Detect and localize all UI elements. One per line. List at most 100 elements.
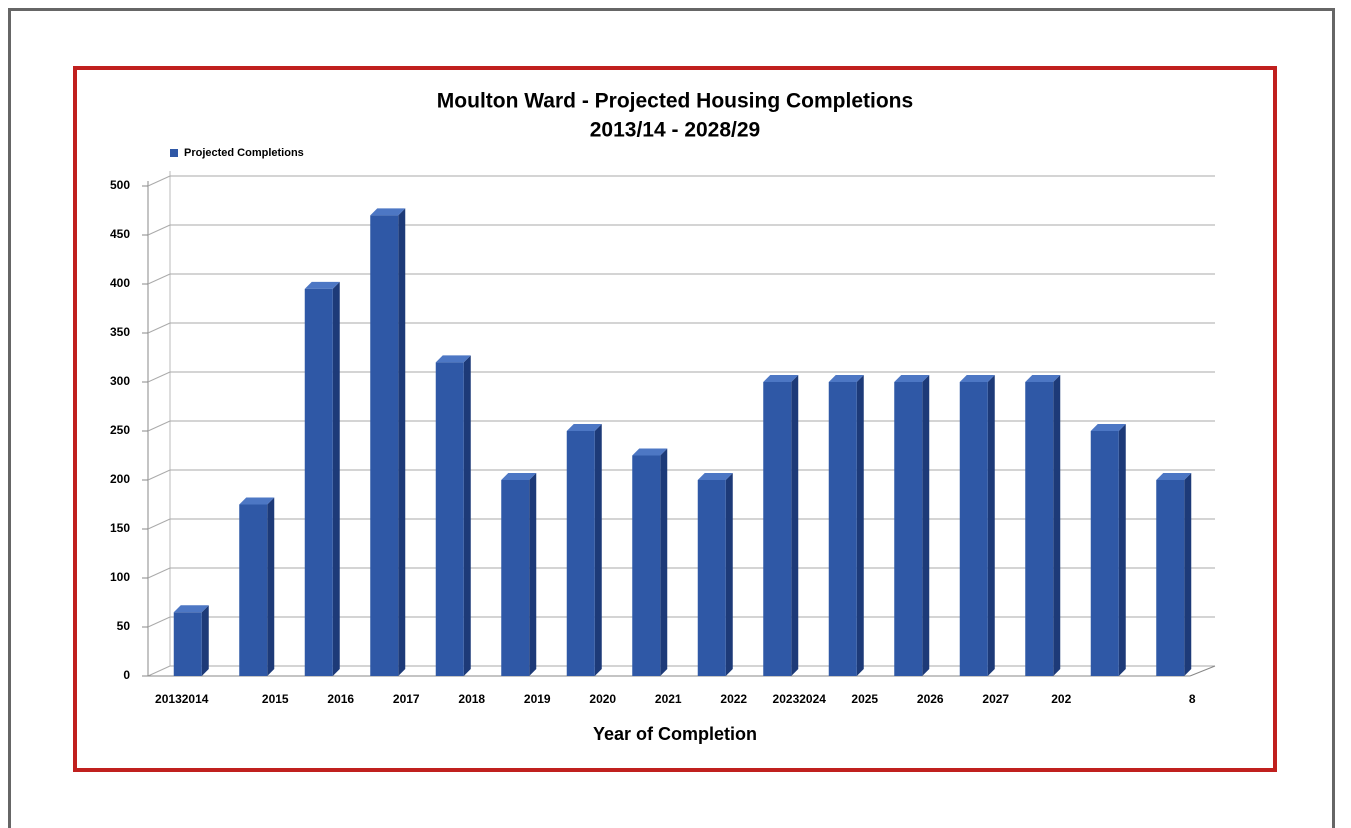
bar-top: [1090, 424, 1126, 431]
bar-side: [463, 355, 471, 676]
grid-line: [147, 224, 171, 236]
chart-subtitle: 2013/14 - 2028/29: [590, 119, 760, 142]
grid-line: [147, 469, 171, 481]
grid-line: [147, 420, 171, 432]
grid-line: [147, 322, 171, 334]
x-tick-label: 202: [1051, 692, 1071, 706]
y-tick-label: 450: [110, 227, 130, 241]
x-tick-label: 2017: [393, 692, 420, 706]
bar-top: [239, 497, 275, 505]
bar-side: [660, 448, 668, 676]
bar-front: [173, 612, 202, 676]
axis-line: [1189, 665, 1216, 677]
bar: [173, 605, 209, 676]
grid-line: [147, 665, 171, 677]
x-tick-label: 2022: [720, 692, 747, 706]
bar-side: [987, 375, 995, 676]
bar-side: [725, 473, 733, 676]
x-tick-label: 20232024: [773, 692, 827, 706]
bar: [370, 208, 406, 676]
y-tick-label: 50: [117, 619, 131, 633]
chart-title: Moulton Ward - Projected Housing Complet…: [437, 90, 913, 113]
bar-top: [1156, 473, 1192, 480]
bar-front: [239, 504, 268, 676]
bar-front: [501, 480, 530, 676]
x-axis-title: Year of Completion: [593, 724, 757, 744]
grid-line: [147, 371, 171, 383]
bar-top: [828, 375, 864, 382]
bar: [828, 375, 864, 676]
bar-front: [1025, 382, 1054, 676]
x-tick-label: 2016: [327, 692, 354, 706]
legend-swatch: [170, 149, 178, 157]
bar-front: [632, 455, 661, 676]
y-tick-label: 300: [110, 374, 130, 388]
x-tick-label: 20132014: [155, 692, 209, 706]
bar-side: [201, 605, 209, 676]
bar-front: [828, 382, 857, 676]
bar-top: [632, 448, 668, 456]
bar-top: [370, 208, 406, 216]
bar: [435, 355, 471, 676]
bar: [763, 375, 799, 676]
bar-front: [435, 362, 464, 676]
x-tick-label: 2020: [589, 692, 616, 706]
y-tick-label: 150: [110, 521, 130, 535]
y-tick-label: 0: [123, 668, 130, 682]
bar: [501, 473, 537, 676]
bar: [304, 281, 340, 676]
bar-front: [894, 382, 923, 676]
y-tick-label: 250: [110, 423, 130, 437]
bar-front: [370, 215, 399, 676]
x-tick-label: 8: [1189, 692, 1196, 706]
bar-side: [1053, 375, 1061, 676]
bar-side: [529, 473, 537, 676]
bar-top: [435, 355, 471, 363]
bar: [632, 448, 668, 676]
bar: [1025, 375, 1061, 676]
bar-front: [959, 382, 988, 676]
y-tick-label: 400: [110, 276, 130, 290]
bar-front: [1156, 480, 1185, 676]
bar-side: [1118, 424, 1126, 676]
y-tick-label: 200: [110, 472, 130, 486]
grid-line: [147, 616, 171, 628]
grid-line: [147, 518, 171, 530]
legend-label: Projected Completions: [184, 147, 304, 159]
bar: [959, 375, 995, 676]
bar: [566, 424, 602, 676]
x-tick-label: 2018: [458, 692, 485, 706]
bar: [1156, 473, 1192, 676]
x-tick-label: 2027: [982, 692, 1009, 706]
bar-top: [501, 473, 537, 480]
x-tick-label: 2021: [655, 692, 682, 706]
grid-line: [147, 273, 171, 285]
bar-side: [332, 281, 340, 676]
bar-side: [922, 375, 930, 676]
bar-side: [1184, 473, 1192, 676]
bar: [239, 497, 275, 676]
bar-top: [697, 473, 733, 480]
grid-line: [147, 175, 171, 187]
bar-side: [594, 424, 602, 676]
y-tick-label: 500: [110, 178, 130, 192]
bar-side: [856, 375, 864, 676]
bar: [1090, 424, 1126, 676]
bar-front: [763, 382, 792, 676]
chart-border: [73, 66, 1277, 772]
bar-front: [304, 288, 333, 676]
bar-top: [894, 375, 930, 382]
bar: [894, 375, 930, 676]
bar: [697, 473, 733, 676]
bar-side: [791, 375, 799, 676]
x-tick-label: 2015: [262, 692, 289, 706]
x-tick-label: 2025: [851, 692, 878, 706]
bar-top: [959, 375, 995, 382]
bar-top: [763, 375, 799, 382]
bar-front: [1090, 431, 1119, 676]
bar-side: [267, 497, 275, 676]
x-tick-label: 2026: [917, 692, 944, 706]
frame: [8, 8, 1335, 828]
bar-top: [566, 424, 602, 431]
y-tick-label: 350: [110, 325, 130, 339]
